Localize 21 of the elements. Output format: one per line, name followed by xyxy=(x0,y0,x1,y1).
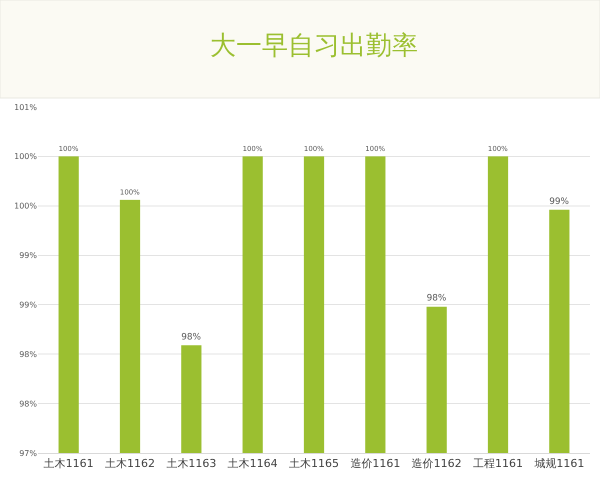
y-tick-label: 101% xyxy=(14,102,38,112)
y-tick-label: 99% xyxy=(19,300,38,310)
data-label: 98% xyxy=(181,332,201,342)
x-tick-label: 土木1163 xyxy=(166,457,216,470)
y-tick-label: 100% xyxy=(14,152,38,162)
x-tick-label: 土木1161 xyxy=(44,457,94,470)
data-label: 98% xyxy=(426,294,446,304)
x-tick-label: 造价1162 xyxy=(412,457,462,470)
y-tick-label: 97% xyxy=(19,448,38,458)
x-tick-label: 土木1164 xyxy=(228,457,278,470)
data-label: 99% xyxy=(549,196,569,207)
x-tick-label: 土木1165 xyxy=(289,457,339,470)
x-tick-label: 城规1161 xyxy=(533,457,584,470)
y-tick-label: 100% xyxy=(14,202,38,211)
x-tick-label: 造价1161 xyxy=(350,457,400,470)
y-tick-label: 98% xyxy=(19,399,38,408)
x-tick-label: 土木1162 xyxy=(105,457,155,470)
chart-title: 大一早自习出勤率 xyxy=(210,31,418,62)
y-tick-label: 99% xyxy=(19,251,38,260)
x-tick-label: 工程1161 xyxy=(473,457,523,470)
y-tick-label: 98% xyxy=(19,350,38,359)
